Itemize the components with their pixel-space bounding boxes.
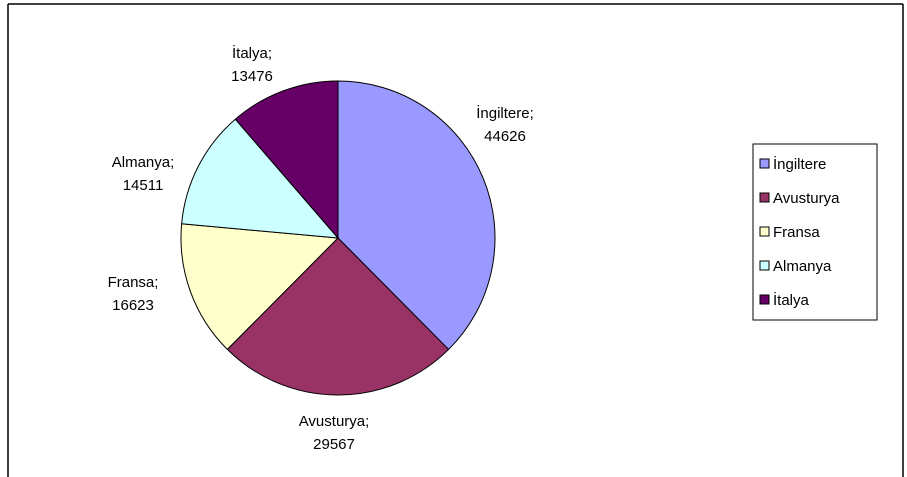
slice-label-name-5: İtalya;: [232, 44, 272, 62]
slice-label-value-2: 29567: [313, 436, 355, 453]
pie-slice-4: [181, 118, 340, 239]
legend-swatch-5: [759, 294, 770, 305]
legend-swatch-2: [759, 192, 770, 203]
legend-label-3: Fransa: [773, 224, 820, 241]
pie-slice-1: [337, 80, 496, 351]
pie-slices: [180, 80, 496, 396]
slice-label-name-4: Almanya;: [112, 154, 175, 171]
legend: İngiltere Avusturya Fransa Almanya İtalya: [752, 143, 878, 321]
pie-slice-3: [180, 223, 340, 351]
slice-label-value-5: 13476: [231, 68, 273, 85]
legend-label-2: Avusturya: [773, 190, 840, 207]
legend-label-5: İtalya: [773, 291, 810, 309]
legend-swatch-3: [759, 226, 770, 237]
pie-slice-2: [226, 237, 450, 396]
legend-swatch-1: [759, 158, 770, 169]
slice-label-value-1: 44626: [484, 128, 526, 145]
pie-slice-5: [234, 80, 339, 240]
slice-label-name-3: Fransa;: [108, 274, 159, 291]
slice-label-value-3: 16623: [112, 297, 154, 314]
legend-box: [752, 143, 878, 321]
legend-swatch-4: [759, 260, 770, 271]
legend-label-4: Almanya: [773, 258, 832, 275]
legend-items: İngiltere Avusturya Fransa Almanya İtalya: [759, 155, 840, 309]
slice-labels: İngiltere; 44626 Avusturya; 29567 Fransa; 166…: [108, 44, 534, 453]
slice-label-value-4: 14511: [123, 177, 164, 194]
slice-label-name-2: Avusturya;: [299, 413, 370, 430]
slice-label-name-1: İngiltere;: [476, 104, 534, 122]
legend-label-1: İngiltere: [773, 155, 826, 173]
